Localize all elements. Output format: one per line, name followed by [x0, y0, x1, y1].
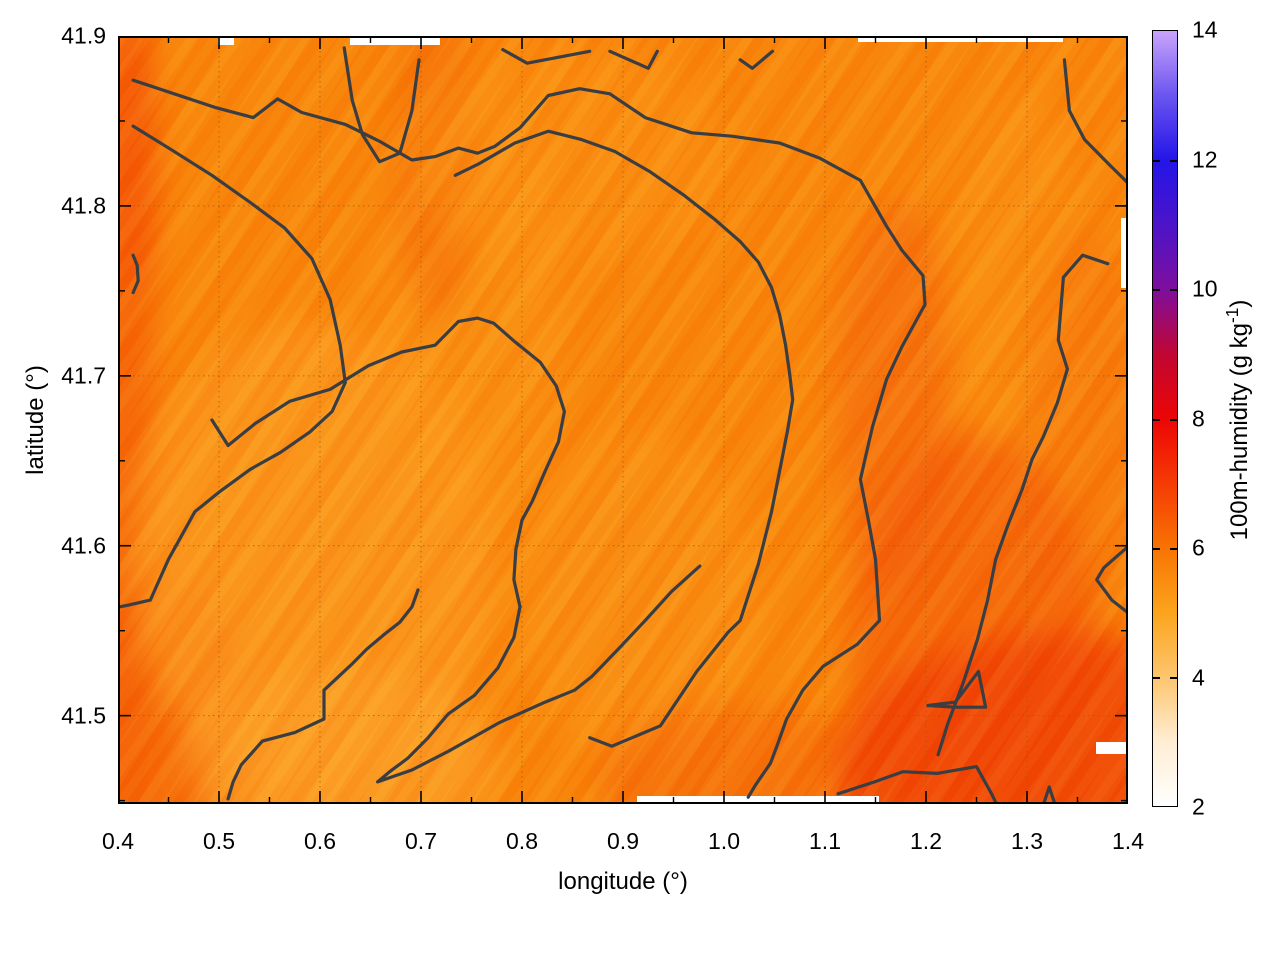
colorbar-tick-label: 2 [1192, 793, 1205, 820]
colorbar-tick-label: 14 [1192, 16, 1218, 43]
colorbar-tick-label: 8 [1192, 405, 1205, 431]
colorbar-tick [1153, 289, 1160, 292]
contour-line-top-u-shape [342, 46, 421, 164]
contour-line-bottom-right-line [836, 764, 998, 804]
colorbar-tick [1170, 676, 1177, 679]
x-tick-label: 1.1 [809, 828, 841, 854]
colorbar [1152, 30, 1178, 807]
data-gap [637, 796, 879, 804]
heatmap-field [118, 36, 1128, 804]
contour-line-left-edge-bracket [131, 253, 140, 295]
colorbar-label: 100m-humidity (g kg-1) [1222, 300, 1254, 541]
colorbar-tick [1170, 160, 1177, 163]
plot-area [118, 36, 1128, 804]
contour-line-lower-left-diagonal [226, 588, 420, 801]
contour-line-top-check-2 [608, 49, 659, 70]
x-tick-label: 1.3 [1011, 828, 1043, 854]
contour-overlay [118, 36, 1128, 804]
x-tick-label: 0.4 [102, 828, 134, 854]
colorbar-tick-label: 4 [1192, 664, 1205, 690]
contour-line-top-check-3 [738, 49, 775, 70]
y-tick-label: 41.9 [61, 22, 106, 49]
contour-line-central-hump-loop [210, 316, 702, 784]
colorbar-tick [1170, 547, 1177, 550]
colorbar-label-suffix: ) [1226, 299, 1253, 308]
x-tick-label: 1.4 [1112, 828, 1144, 854]
colorbar-tick [1170, 418, 1177, 421]
y-tick-label: 41.6 [61, 532, 106, 559]
colorbar-tick-label: 10 [1192, 275, 1218, 302]
field-blob-light-top-center [405, 46, 735, 266]
contour-line-bottom-spike [1042, 785, 1056, 804]
colorbar-tick [1153, 418, 1160, 421]
x-tick-label: 0.8 [506, 828, 538, 854]
contour-line-outer-arch-and-bowl [131, 78, 927, 799]
colorbar-label-exponent: -1 [1222, 307, 1242, 323]
x-tick-label: 0.9 [607, 828, 639, 854]
x-axis-label: longitude (°) [558, 868, 688, 895]
contour-line-right-descending-line [936, 253, 1110, 757]
colorbar-tick [1153, 160, 1160, 163]
y-tick-label: 41.5 [61, 702, 106, 729]
colorbar-tick-label: 12 [1192, 146, 1218, 172]
data-gap [1096, 742, 1128, 754]
y-axis-label: latitude (°) [22, 365, 49, 475]
x-tick-label: 0.7 [405, 828, 437, 854]
colorbar-tick [1170, 289, 1177, 292]
x-tick-label: 0.6 [304, 828, 336, 854]
colorbar-tick-label: 6 [1192, 534, 1205, 561]
x-tick-label: 0.5 [203, 828, 235, 854]
data-gap [1121, 218, 1128, 288]
data-gap [858, 36, 1063, 42]
contour-line-top-check-1 [501, 48, 592, 65]
contour-line-upper-left-c-curve [118, 124, 347, 609]
x-tick-label: 1.0 [708, 828, 740, 854]
data-gap [350, 36, 440, 45]
x-tick-label: 1.2 [910, 828, 942, 854]
y-tick-label: 41.8 [61, 192, 106, 219]
colorbar-label-text: 100m-humidity (g kg [1226, 322, 1253, 541]
contour-line-inner-arch-hairpin [453, 129, 795, 748]
colorbar-tick [1153, 547, 1160, 550]
contour-line-top-right-segment [1062, 58, 1128, 184]
contour-line-small-triangle-loop [926, 669, 988, 709]
y-tick-label: 41.7 [61, 362, 106, 389]
contour-line-right-edge-zigzag [1095, 545, 1128, 614]
colorbar-tick [1153, 676, 1160, 679]
plot-border [118, 36, 1128, 804]
data-gap [218, 36, 234, 45]
